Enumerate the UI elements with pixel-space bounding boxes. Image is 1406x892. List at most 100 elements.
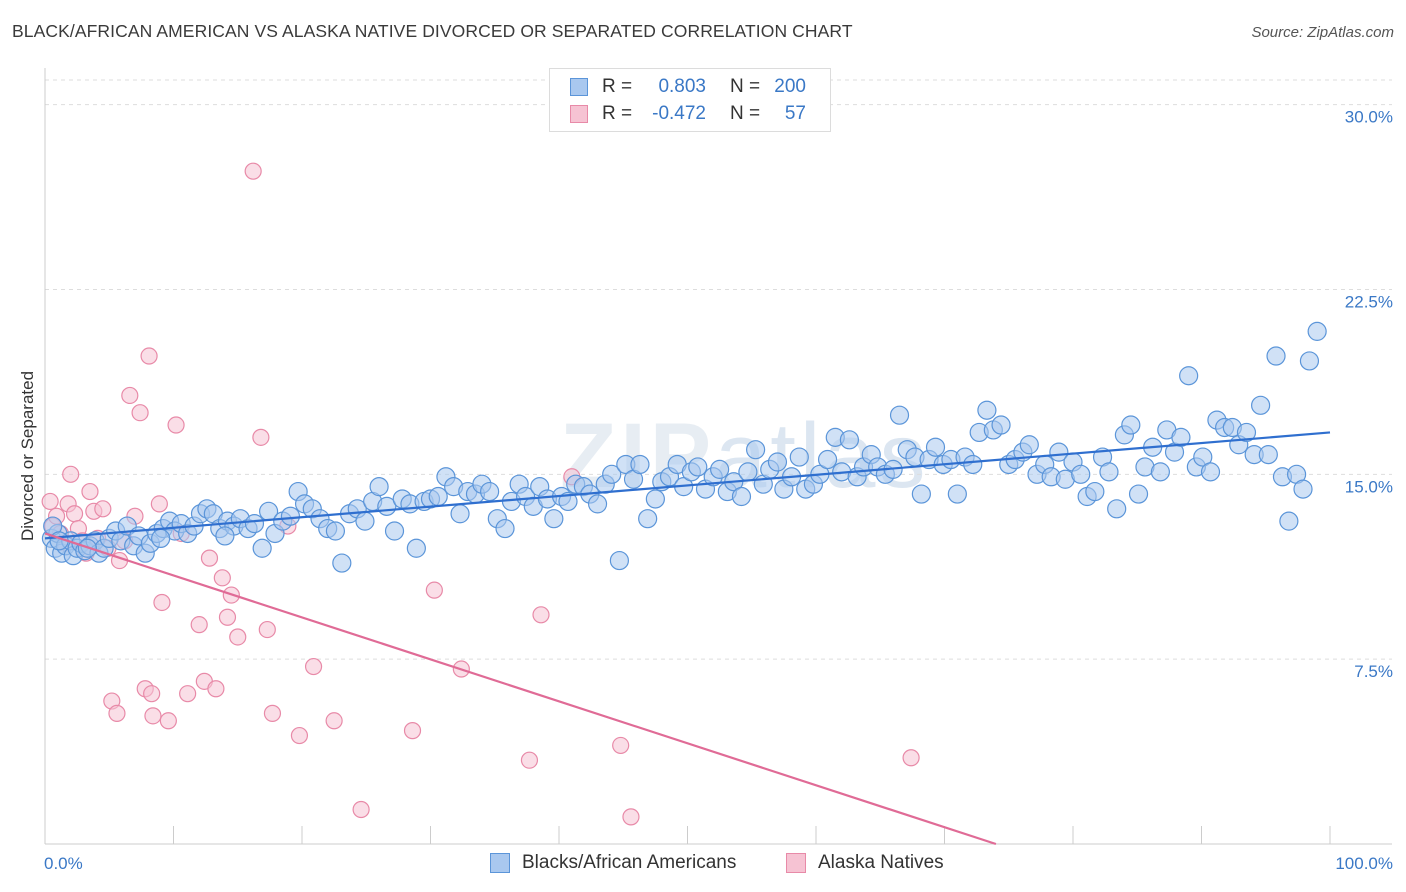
data-point-blacks [609,550,629,571]
data-point-blacks [1128,484,1149,504]
data-point-alaska [902,749,920,767]
data-point-blacks [1258,445,1278,465]
y-tick-label: 15.0% [1345,477,1393,496]
series-blacks-african-americans [41,321,1327,573]
data-point-blacks [977,400,997,420]
data-point-blacks [1299,351,1320,371]
legend-r-label: R = [602,103,633,124]
data-point-blacks [1150,462,1170,482]
data-point-alaska [144,707,162,725]
data-point-blacks [746,440,766,460]
y-tick-label: 22.5% [1345,292,1393,311]
data-point-blacks [1251,395,1271,415]
trendline-blacks [44,431,1331,540]
data-point-blacks [244,514,265,534]
data-point-alaska [244,162,262,180]
data-point-blacks [325,521,346,541]
data-point-alaska [213,569,231,587]
y-tick-label: 7.5% [1354,662,1393,681]
data-point-alaska [520,751,539,769]
data-point-blacks [450,504,470,524]
data-point-blacks [558,491,578,512]
data-point-alaska [150,495,168,513]
data-point-alaska [258,620,276,639]
data-point-alaska [207,680,225,698]
legend-swatch-pink [570,105,588,123]
chart-title: BLACK/AFRICAN AMERICAN VS ALASKA NATIVE … [12,21,853,41]
data-point-blacks [947,484,967,504]
data-point-blacks [495,518,515,539]
chart-source: Source: ZipAtlas.com [1251,24,1394,41]
data-point-alaska [131,404,149,422]
data-point-alaska [622,808,640,826]
legend-n-label: N = [730,76,761,97]
data-point-alaska [290,726,309,745]
data-point-blacks [544,509,564,529]
data-point-blacks [911,484,931,504]
data-point-alaska [425,581,443,599]
legend-label-alaska: Alaska Natives [818,852,944,873]
data-point-blacks [738,462,758,482]
legend-row-alaska: R = -0.472 N = 57 [570,102,806,126]
axes [44,68,1392,845]
data-point-blacks [767,452,788,472]
data-point-alaska [167,416,185,434]
legend-r-label: R = [602,76,633,97]
data-point-blacks [789,447,809,467]
data-point-blacks [1179,366,1199,386]
data-point-alaska [153,593,171,612]
data-point-blacks [638,509,658,529]
data-point-alaska [304,657,323,676]
data-point-alaska [159,712,177,730]
axis-labels: 7.5% 15.0% 22.5% 30.0% 0.0% 100.0% Divorced or… [18,108,1393,873]
data-point-blacks [630,454,650,475]
data-point-alaska [612,736,630,755]
data-point-alaska [143,685,161,703]
data-point-blacks [1293,479,1313,499]
data-point-blacks [1085,481,1105,502]
data-point-blacks [688,457,708,477]
data-point-blacks [925,437,946,457]
data-point-alaska [218,608,237,626]
legend-swatch-blue [570,78,588,96]
legend-n-value: 57 [784,103,806,124]
data-point-blacks [384,521,405,541]
data-point-alaska [532,606,550,624]
data-point-alaska [352,800,370,819]
data-point-blacks [1171,427,1191,447]
data-point-alaska [325,712,343,730]
data-point-alaska [81,482,99,501]
data-point-blacks [731,486,752,507]
data-point-blacks [1307,321,1327,341]
data-point-blacks [991,415,1011,435]
legend-item-blacks[interactable]: Blacks/African Americans [490,852,736,874]
legend-n-label: N = [730,103,761,124]
legend-n-value: 200 [774,76,806,97]
trendline-alaska [44,532,997,846]
data-point-blacks [963,454,983,475]
series-legend: Blacks/African Americans Alaska Natives [0,852,1406,878]
y-axis-title: Divorced or Separated [18,371,37,541]
data-point-blacks [151,528,171,549]
data-point-blacks [839,430,860,450]
data-point-blacks [252,538,272,558]
data-point-alaska [62,465,80,483]
data-point-blacks [1121,415,1141,435]
x-tick-label: 0.0% [44,854,83,873]
data-point-blacks [645,489,665,509]
y-tick-label: 30.0% [1345,108,1393,127]
data-point-blacks [1049,442,1069,462]
legend-item-alaska[interactable]: Alaska Natives [786,852,944,874]
data-point-alaska [41,492,59,511]
data-point-blacks [355,511,375,531]
legend-r-value: -0.472 [652,103,706,124]
data-point-alaska [200,549,219,567]
legend-swatch-pink [786,853,806,873]
data-point-blacks [710,459,730,479]
data-point-blacks [369,477,389,497]
data-point-blacks [332,553,352,573]
data-point-alaska [229,628,247,646]
legend-r-value: 0.803 [658,76,706,97]
data-point-blacks [889,405,910,425]
